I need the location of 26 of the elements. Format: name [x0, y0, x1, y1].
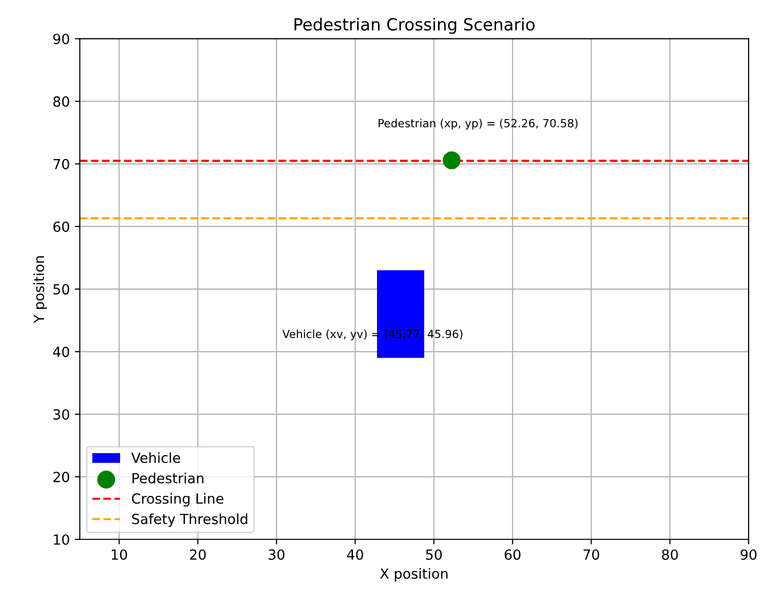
- x-tick-label: 10: [112, 549, 128, 560]
- y-tick-label: 60: [53, 221, 70, 232]
- x-axis-title: X position: [380, 568, 448, 582]
- x-tick-label: 90: [740, 549, 757, 560]
- x-tick-label: 60: [504, 549, 520, 560]
- legend-label: Pedestrian: [132, 472, 204, 484]
- x-tick-label: 50: [426, 549, 442, 560]
- y-tick-label: 10: [54, 534, 70, 545]
- legend-label: Safety Threshold: [132, 513, 248, 527]
- y-tick-label: 30: [53, 409, 70, 420]
- annotation: Pedestrian (xp, yp) = (52.26, 70.58): [378, 118, 578, 130]
- legend-label: Crossing Line: [132, 493, 224, 506]
- y-tick-label: 40: [53, 346, 70, 358]
- y-tick-label: 80: [53, 96, 70, 107]
- x-tick-label: 30: [268, 549, 284, 560]
- x-tick-label: 20: [190, 549, 206, 560]
- y-tick-label: 20: [53, 472, 70, 482]
- y-tick-label: 90: [53, 34, 70, 44]
- y-axis-title: Y position: [33, 256, 47, 324]
- x-tick-label: 70: [584, 549, 600, 560]
- legend-label: Vehicle: [131, 452, 180, 464]
- x-tick-label: 80: [662, 549, 678, 560]
- chart-title: Pedestrian Crossing Scenario: [294, 18, 535, 34]
- x-tick-label: 40: [347, 549, 364, 560]
- y-tick-label: 70: [54, 158, 70, 170]
- y-tick-label: 50: [53, 284, 70, 295]
